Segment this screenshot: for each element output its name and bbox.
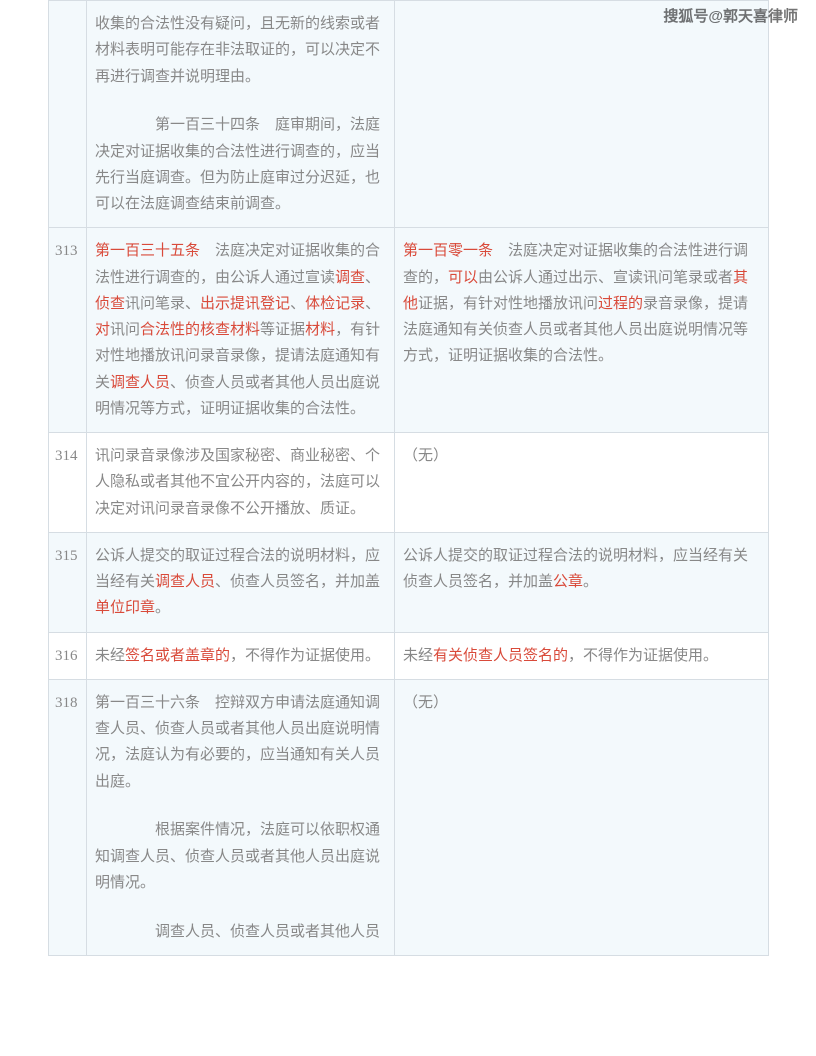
text-segment: 对 bbox=[95, 322, 110, 338]
row-number: 314 bbox=[49, 433, 87, 533]
left-cell: 第一百三十六条 控辩双方申请法庭通知调查人员、侦查人员或者其他人员出庭说明情况，… bbox=[87, 679, 395, 955]
text-segment: 第一百三十四条 庭审期间，法庭决定对证据收集的合法性进行调查的，应当先行当庭调查… bbox=[95, 117, 380, 212]
left-cell: 未经签名或者盖章的，不得作为证据使用。 bbox=[87, 632, 395, 679]
text-segment: 侦查 bbox=[95, 296, 125, 312]
text-segment: 体检记录 bbox=[305, 296, 365, 312]
text-segment: 单位印章 bbox=[95, 600, 155, 616]
text-segment: 、侦查人员签名，并加盖 bbox=[215, 574, 380, 590]
right-cell: 第一百零一条 法庭决定对证据收集的合法性进行调查的，可以由公诉人通过出示、宣读讯… bbox=[395, 228, 769, 433]
left-cell: 第一百三十五条 法庭决定对证据收集的合法性进行调查的，由公诉人通过宣读调查、侦查… bbox=[87, 228, 395, 433]
left-cell: 收集的合法性没有疑问，且无新的线索或者材料表明可能存在非法取证的，可以决定不再进… bbox=[87, 1, 395, 228]
text-segment: 根据案件情况，法庭可以依职权通知调查人员、侦查人员或者其他人员出庭说明情况。 bbox=[95, 822, 380, 891]
text-segment: 。 bbox=[155, 600, 170, 616]
text-segment: 过程的 bbox=[598, 296, 643, 312]
text-segment: 、 bbox=[365, 270, 380, 286]
text-segment: 可以 bbox=[448, 270, 478, 286]
table-row: 316未经签名或者盖章的，不得作为证据使用。未经有关侦查人员签名的，不得作为证据… bbox=[49, 632, 769, 679]
table-row: 318第一百三十六条 控辩双方申请法庭通知调查人员、侦查人员或者其他人员出庭说明… bbox=[49, 679, 769, 955]
text-segment: 。 bbox=[583, 574, 598, 590]
text-segment: 第一百零一条 bbox=[403, 243, 493, 259]
left-cell: 讯问录音录像涉及国家秘密、商业秘密、个人隐私或者其他不宜公开内容的，法庭可以决定… bbox=[87, 433, 395, 533]
text-segment: 收集的合法性没有疑问，且无新的线索或者材料表明可能存在非法取证的，可以决定不再进… bbox=[95, 16, 380, 85]
right-cell: 未经有关侦查人员签名的，不得作为证据使用。 bbox=[395, 632, 769, 679]
row-number: 315 bbox=[49, 532, 87, 632]
table-row: 314讯问录音录像涉及国家秘密、商业秘密、个人隐私或者其他不宜公开内容的，法庭可… bbox=[49, 433, 769, 533]
text-segment: （无） bbox=[403, 695, 448, 711]
table-row: 收集的合法性没有疑问，且无新的线索或者材料表明可能存在非法取证的，可以决定不再进… bbox=[49, 1, 769, 228]
row-number: 318 bbox=[49, 679, 87, 955]
text-segment: 调查人员 bbox=[110, 375, 170, 391]
right-cell: （无） bbox=[395, 433, 769, 533]
text-segment: 、 bbox=[365, 296, 380, 312]
text-segment: 调查人员 bbox=[155, 574, 215, 590]
right-cell: 公诉人提交的取证过程合法的说明材料，应当经有关侦查人员签名，并加盖公章。 bbox=[395, 532, 769, 632]
text-segment: 第一百三十五条 bbox=[95, 243, 200, 259]
right-cell: （无） bbox=[395, 679, 769, 955]
row-number: 313 bbox=[49, 228, 87, 433]
watermark: 搜狐号@郭天喜律师 bbox=[663, 4, 798, 30]
left-cell: 公诉人提交的取证过程合法的说明材料，应当经有关调查人员、侦查人员签名，并加盖单位… bbox=[87, 532, 395, 632]
text-segment: 调查人员、侦查人员或者其他人员 bbox=[125, 924, 380, 940]
text-segment: 出示 bbox=[200, 296, 230, 312]
text-segment: 材料 bbox=[305, 322, 335, 338]
row-number: 316 bbox=[49, 632, 87, 679]
text-segment: 有关侦查人员签名的 bbox=[433, 648, 568, 664]
row-number bbox=[49, 1, 87, 228]
text-segment: 讯问录音录像涉及国家秘密、商业秘密、个人隐私或者其他不宜公开内容的，法庭可以决定… bbox=[95, 448, 380, 517]
table-row: 315公诉人提交的取证过程合法的说明材料，应当经有关调查人员、侦查人员签名，并加… bbox=[49, 532, 769, 632]
text-segment: 证据，有针对性地播放讯问 bbox=[418, 296, 598, 312]
text-segment: 未经 bbox=[95, 648, 125, 664]
text-segment: 合法性的核查材料 bbox=[140, 322, 260, 338]
right-cell bbox=[395, 1, 769, 228]
text-segment: 公章 bbox=[553, 574, 583, 590]
text-segment: 讯问笔录、 bbox=[125, 296, 200, 312]
text-segment: 签名或者盖章的 bbox=[125, 648, 230, 664]
text-segment: ，不得作为证据使用。 bbox=[568, 648, 718, 664]
text-segment: ，不得作为证据使用。 bbox=[230, 648, 380, 664]
table-row: 313第一百三十五条 法庭决定对证据收集的合法性进行调查的，由公诉人通过宣读调查… bbox=[49, 228, 769, 433]
text-segment: 、 bbox=[290, 296, 305, 312]
text-segment: 调查 bbox=[335, 270, 365, 286]
text-segment: 第一百三十六条 控辩双方申请法庭通知调查人员、侦查人员或者其他人员出庭说明情况，… bbox=[95, 695, 380, 790]
text-segment: 等证据 bbox=[260, 322, 305, 338]
text-segment: （无） bbox=[403, 448, 448, 464]
text-segment: 由公诉人通过出示、宣读讯问笔录或者 bbox=[478, 270, 733, 286]
text-segment: 讯问 bbox=[110, 322, 140, 338]
comparison-table: 收集的合法性没有疑问，且无新的线索或者材料表明可能存在非法取证的，可以决定不再进… bbox=[48, 0, 769, 956]
text-segment: 提讯登记 bbox=[230, 296, 290, 312]
text-segment: 未经 bbox=[403, 648, 433, 664]
